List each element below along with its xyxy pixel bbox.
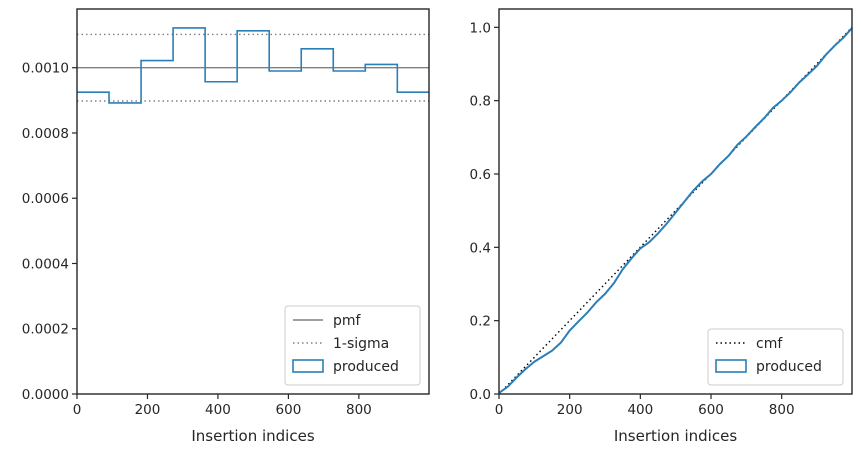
legend-label: cmf [756,336,783,352]
x-axis-label: Insertion indices [614,427,737,445]
legend-label: pmf [333,313,362,329]
y-tick-label: 0.0006 [22,191,69,207]
legend-label: 1-sigma [333,336,389,352]
x-tick-label: 200 [557,402,583,418]
x-tick-label: 400 [205,402,231,418]
x-tick-label: 400 [627,402,653,418]
legend-box [707,328,844,386]
x-tick-label: 600 [698,402,724,418]
y-tick-label: 0.0008 [22,126,69,142]
x-tick-label: 800 [769,402,795,418]
produced-cumulative [498,27,853,394]
x-tick-label: 200 [135,402,161,418]
x-axis-label: Insertion indices [191,427,314,445]
y-tick-label: 0.6 [470,167,491,183]
axes-frame [76,8,430,395]
y-tick-label: 0.0000 [22,387,69,403]
legend-handle-produced [292,359,324,373]
produced-histogram [77,27,429,104]
legend-label: produced [756,359,822,375]
y-tick-label: 0.0 [470,387,491,403]
y-tick-label: 0.0002 [22,322,69,338]
x-tick-label: 600 [276,402,302,418]
y-tick-label: 0.4 [470,240,491,256]
cmf-line-panel: 0 200 400 600 800 0.0 0.2 0.4 0.6 0.8 1.0 Insertion… [470,8,853,445]
y-tick-label: 0.2 [470,314,491,330]
y-tick-label: 0.0004 [22,256,69,272]
y-tick-label: 0.8 [470,94,491,110]
axes-frame [498,8,853,395]
legend-label: produced [333,359,399,375]
legend-handle-produced [715,359,747,373]
y-tick-label: 1.0 [470,20,491,36]
x-tick-label: 0 [495,402,504,418]
x-tick-label: 0 [73,402,82,418]
pmf-histogram-panel: 0 200 400 600 800 0.0000 0.0002 0.0004 0.0006 0.0… [22,8,430,445]
legend: cmf produced [707,328,844,386]
legend-box [284,305,421,386]
y-tick-label: 0.0010 [22,61,69,77]
x-tick-label: 800 [346,402,372,418]
legend: pmf 1-sigma produced [284,305,421,386]
